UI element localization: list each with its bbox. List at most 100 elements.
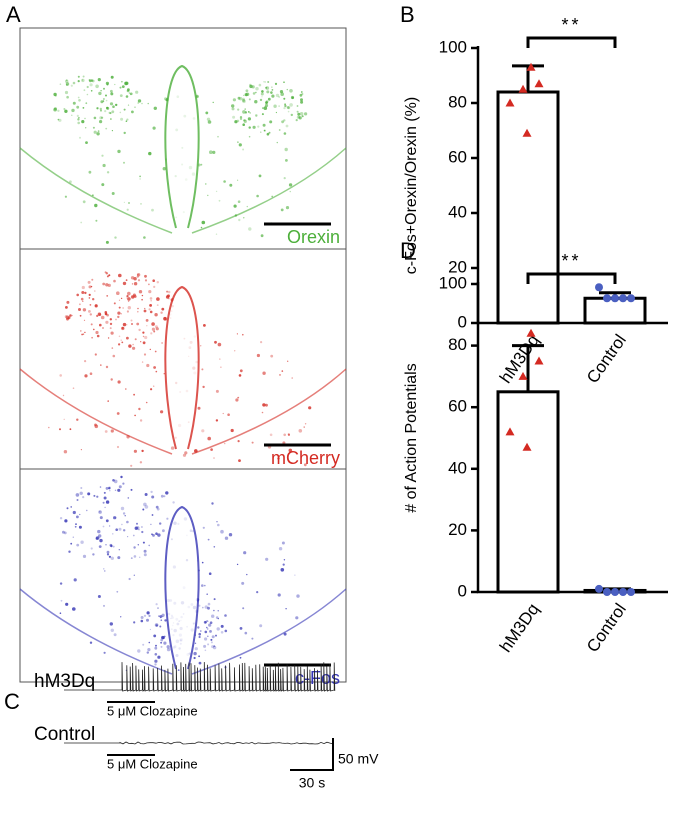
texture-dot (160, 645, 163, 648)
texture-dot (155, 327, 159, 331)
texture-dot (117, 315, 120, 319)
texture-dot (53, 107, 57, 112)
texture-dot (131, 323, 133, 325)
texture-dot (233, 204, 237, 208)
texture-dot (283, 132, 287, 135)
texture-dot (275, 93, 280, 98)
texture-dot (117, 149, 121, 154)
texture-dot (153, 366, 157, 369)
texture-dot (148, 290, 152, 294)
texture-dot (97, 529, 101, 534)
texture-dot (109, 322, 113, 326)
texture-dot (144, 279, 148, 282)
texture-dot (299, 112, 304, 116)
texture-dot (84, 360, 87, 363)
texture-dot (100, 90, 102, 92)
texture-dot (151, 533, 153, 536)
texture-dot (127, 300, 130, 303)
texture-dot (263, 81, 265, 83)
texture-dot (78, 116, 80, 119)
texture-dot (160, 410, 164, 414)
texture-dot (300, 100, 304, 104)
texture-dot (95, 536, 100, 540)
texture-dot (242, 99, 246, 102)
texture-dot (138, 290, 143, 294)
texture-dot (87, 492, 91, 496)
texture-dot (204, 630, 208, 634)
texture-dot (88, 297, 91, 299)
texture-dot (303, 426, 305, 428)
texture-dot (118, 299, 121, 301)
texture-dot (165, 319, 167, 321)
texture-dot (69, 180, 72, 184)
texture-dot (115, 318, 117, 321)
texture-dot (118, 335, 121, 338)
texture-dot (209, 630, 212, 633)
texture-dot (77, 96, 80, 99)
texture-dot (92, 298, 95, 301)
texture-dot (123, 201, 125, 203)
texture-dot (127, 306, 131, 310)
texture-dot (265, 86, 270, 90)
texture-dot (107, 400, 109, 402)
data-point (611, 588, 619, 596)
texture-dot (249, 84, 253, 89)
texture-dot (177, 669, 180, 671)
texture-dot (110, 89, 113, 93)
texture-dot (243, 551, 247, 555)
texture-dot (143, 309, 147, 313)
scale-x-label: 30 s (299, 775, 325, 791)
data-point (518, 371, 528, 380)
texture-dot (244, 92, 248, 97)
texture-dot (281, 370, 284, 372)
texture-dot (211, 635, 215, 639)
texture-dot (118, 527, 122, 531)
texture-dot (121, 523, 123, 526)
texture-dot (213, 546, 216, 548)
y-tick-label: 100 (439, 37, 467, 56)
texture-dot (245, 89, 249, 93)
texture-dot (102, 525, 105, 528)
texture-dot (160, 311, 163, 314)
texture-dot (118, 485, 122, 489)
texture-dot (224, 629, 228, 633)
texture-dot (105, 500, 110, 504)
texture-dot (150, 490, 153, 494)
texture-dot (244, 631, 248, 635)
texture-dot (260, 92, 264, 96)
data-point (595, 283, 603, 292)
texture-dot (267, 97, 271, 101)
texture-dot (162, 167, 166, 171)
texture-dot (76, 499, 79, 501)
texture-dot (289, 103, 293, 107)
texture-dot (283, 81, 285, 83)
texture-dot (237, 440, 240, 443)
texture-dot (79, 303, 81, 306)
texture-dot (290, 113, 293, 117)
texture-dot (69, 428, 72, 431)
texture-dot (148, 308, 151, 311)
texture-dot (114, 236, 117, 239)
texture-dot (76, 105, 80, 109)
texture-dot (194, 642, 197, 644)
texture-dot (137, 649, 141, 653)
panel-letter: B (400, 2, 415, 27)
texture-dot (124, 515, 126, 517)
texture-dot (105, 487, 109, 490)
texture-dot (123, 131, 126, 135)
texture-dot (165, 491, 169, 495)
texture-dot (154, 663, 157, 666)
texture-dot (88, 285, 92, 289)
texture-dot (148, 151, 152, 156)
texture-dot (121, 85, 125, 88)
texture-dot (64, 90, 69, 95)
texture-dot (105, 283, 109, 287)
texture-dot (140, 341, 142, 343)
texture-dot (116, 590, 119, 593)
texture-dot (163, 373, 165, 375)
texture-dot (126, 336, 129, 340)
texture-dot (308, 406, 312, 410)
texture-dot (261, 96, 263, 98)
texture-dot (100, 364, 102, 366)
texture-dot (114, 489, 117, 491)
